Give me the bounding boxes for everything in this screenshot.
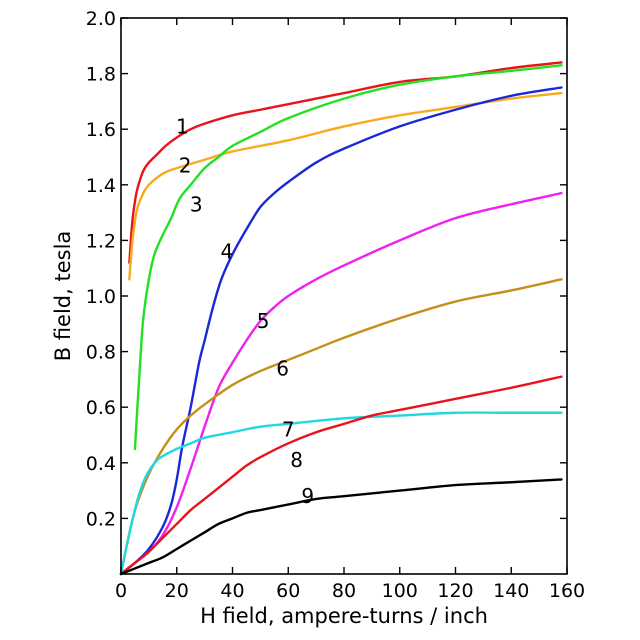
curve-3-label: 3 <box>190 192 203 216</box>
curve-8-label: 8 <box>290 448 303 472</box>
y-tick-label: 1.6 <box>86 119 116 141</box>
x-tick-label: 0 <box>115 580 127 602</box>
curve-9-label: 9 <box>301 484 314 508</box>
y-tick-label: 2.0 <box>86 8 116 30</box>
y-tick-label: 0.8 <box>86 342 116 364</box>
curve-2-label: 2 <box>179 153 192 177</box>
x-tick-label: 20 <box>165 580 189 602</box>
y-tick-label: 0.4 <box>86 453 116 475</box>
curve-8-line <box>119 375 563 576</box>
curve-5-label: 5 <box>257 309 270 333</box>
y-tick-label: 1.4 <box>86 175 116 197</box>
curve-4-label: 4 <box>221 240 234 264</box>
x-tick-label: 80 <box>332 580 356 602</box>
y-tick-label: 0.6 <box>86 397 116 419</box>
y-tick-label: 1.2 <box>86 230 116 252</box>
y-tick-label: 1.8 <box>86 64 116 86</box>
curve-3-line <box>133 64 563 451</box>
x-tick-label: 140 <box>493 580 529 602</box>
y-tick-label: 0.2 <box>86 508 116 530</box>
curve-2-line <box>128 91 563 281</box>
ticks-layer: 0 20 40 60 80 100 120 140 160 0.2 0.4 0.6 0.8 1.0 1.2 1… <box>86 8 585 602</box>
x-tick-label: 160 <box>549 580 585 602</box>
x-tick-label: 60 <box>276 580 300 602</box>
x-axis-label: H field, ampere-turns / inch <box>200 604 488 628</box>
curve-4-line <box>119 86 563 576</box>
curve-6-label: 6 <box>276 356 289 380</box>
curve-1-label: 1 <box>176 114 189 138</box>
curve-5-line <box>119 191 563 576</box>
y-axis-label: B field, tesla <box>51 231 75 362</box>
plot-frame <box>120 17 568 575</box>
y-tick-label: 1.0 <box>86 286 116 308</box>
x-tick-label: 100 <box>382 580 418 602</box>
curve-7-line <box>119 411 563 576</box>
curves-layer <box>119 61 563 576</box>
curve-9-line <box>119 478 563 576</box>
curve-1-line <box>128 61 563 264</box>
curve-7-label: 7 <box>282 417 295 441</box>
x-tick-label: 40 <box>220 580 244 602</box>
x-tick-label: 120 <box>437 580 473 602</box>
